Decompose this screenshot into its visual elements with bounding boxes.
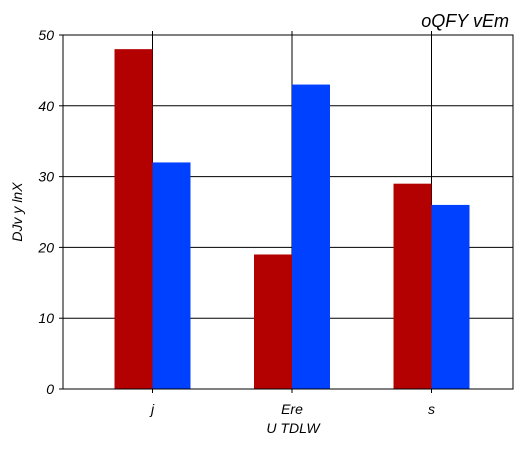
y-tick-label: 40 — [38, 98, 54, 114]
bars — [114, 49, 470, 389]
bar-series-1-Ere — [254, 254, 292, 389]
bar-series-1-s — [393, 183, 432, 389]
bar-series-1-j — [114, 49, 153, 389]
y-tick-label: 0 — [46, 381, 54, 397]
bar-series-2-j — [152, 162, 191, 389]
chart-title: oQFY vEm — [421, 11, 509, 31]
plot-frame — [62, 34, 514, 390]
y-tick-label: 20 — [37, 239, 54, 255]
x-tick-label: Ere — [281, 401, 303, 417]
y-tick-label: 50 — [38, 27, 54, 43]
y-tick-label: 10 — [38, 310, 54, 326]
tick-labels: 0 10 20 30 40 50 j Ere s — [37, 27, 435, 417]
x-tick-label: j — [149, 401, 155, 417]
x-axis-title: U TDLW — [266, 420, 321, 436]
x-tick-label: s — [428, 401, 435, 417]
bar-series-2-s — [431, 204, 470, 389]
y-tick-label: 30 — [38, 169, 54, 185]
y-axis-title: DJv y lnX — [9, 182, 25, 242]
bar-series-2-Ere — [292, 84, 330, 389]
